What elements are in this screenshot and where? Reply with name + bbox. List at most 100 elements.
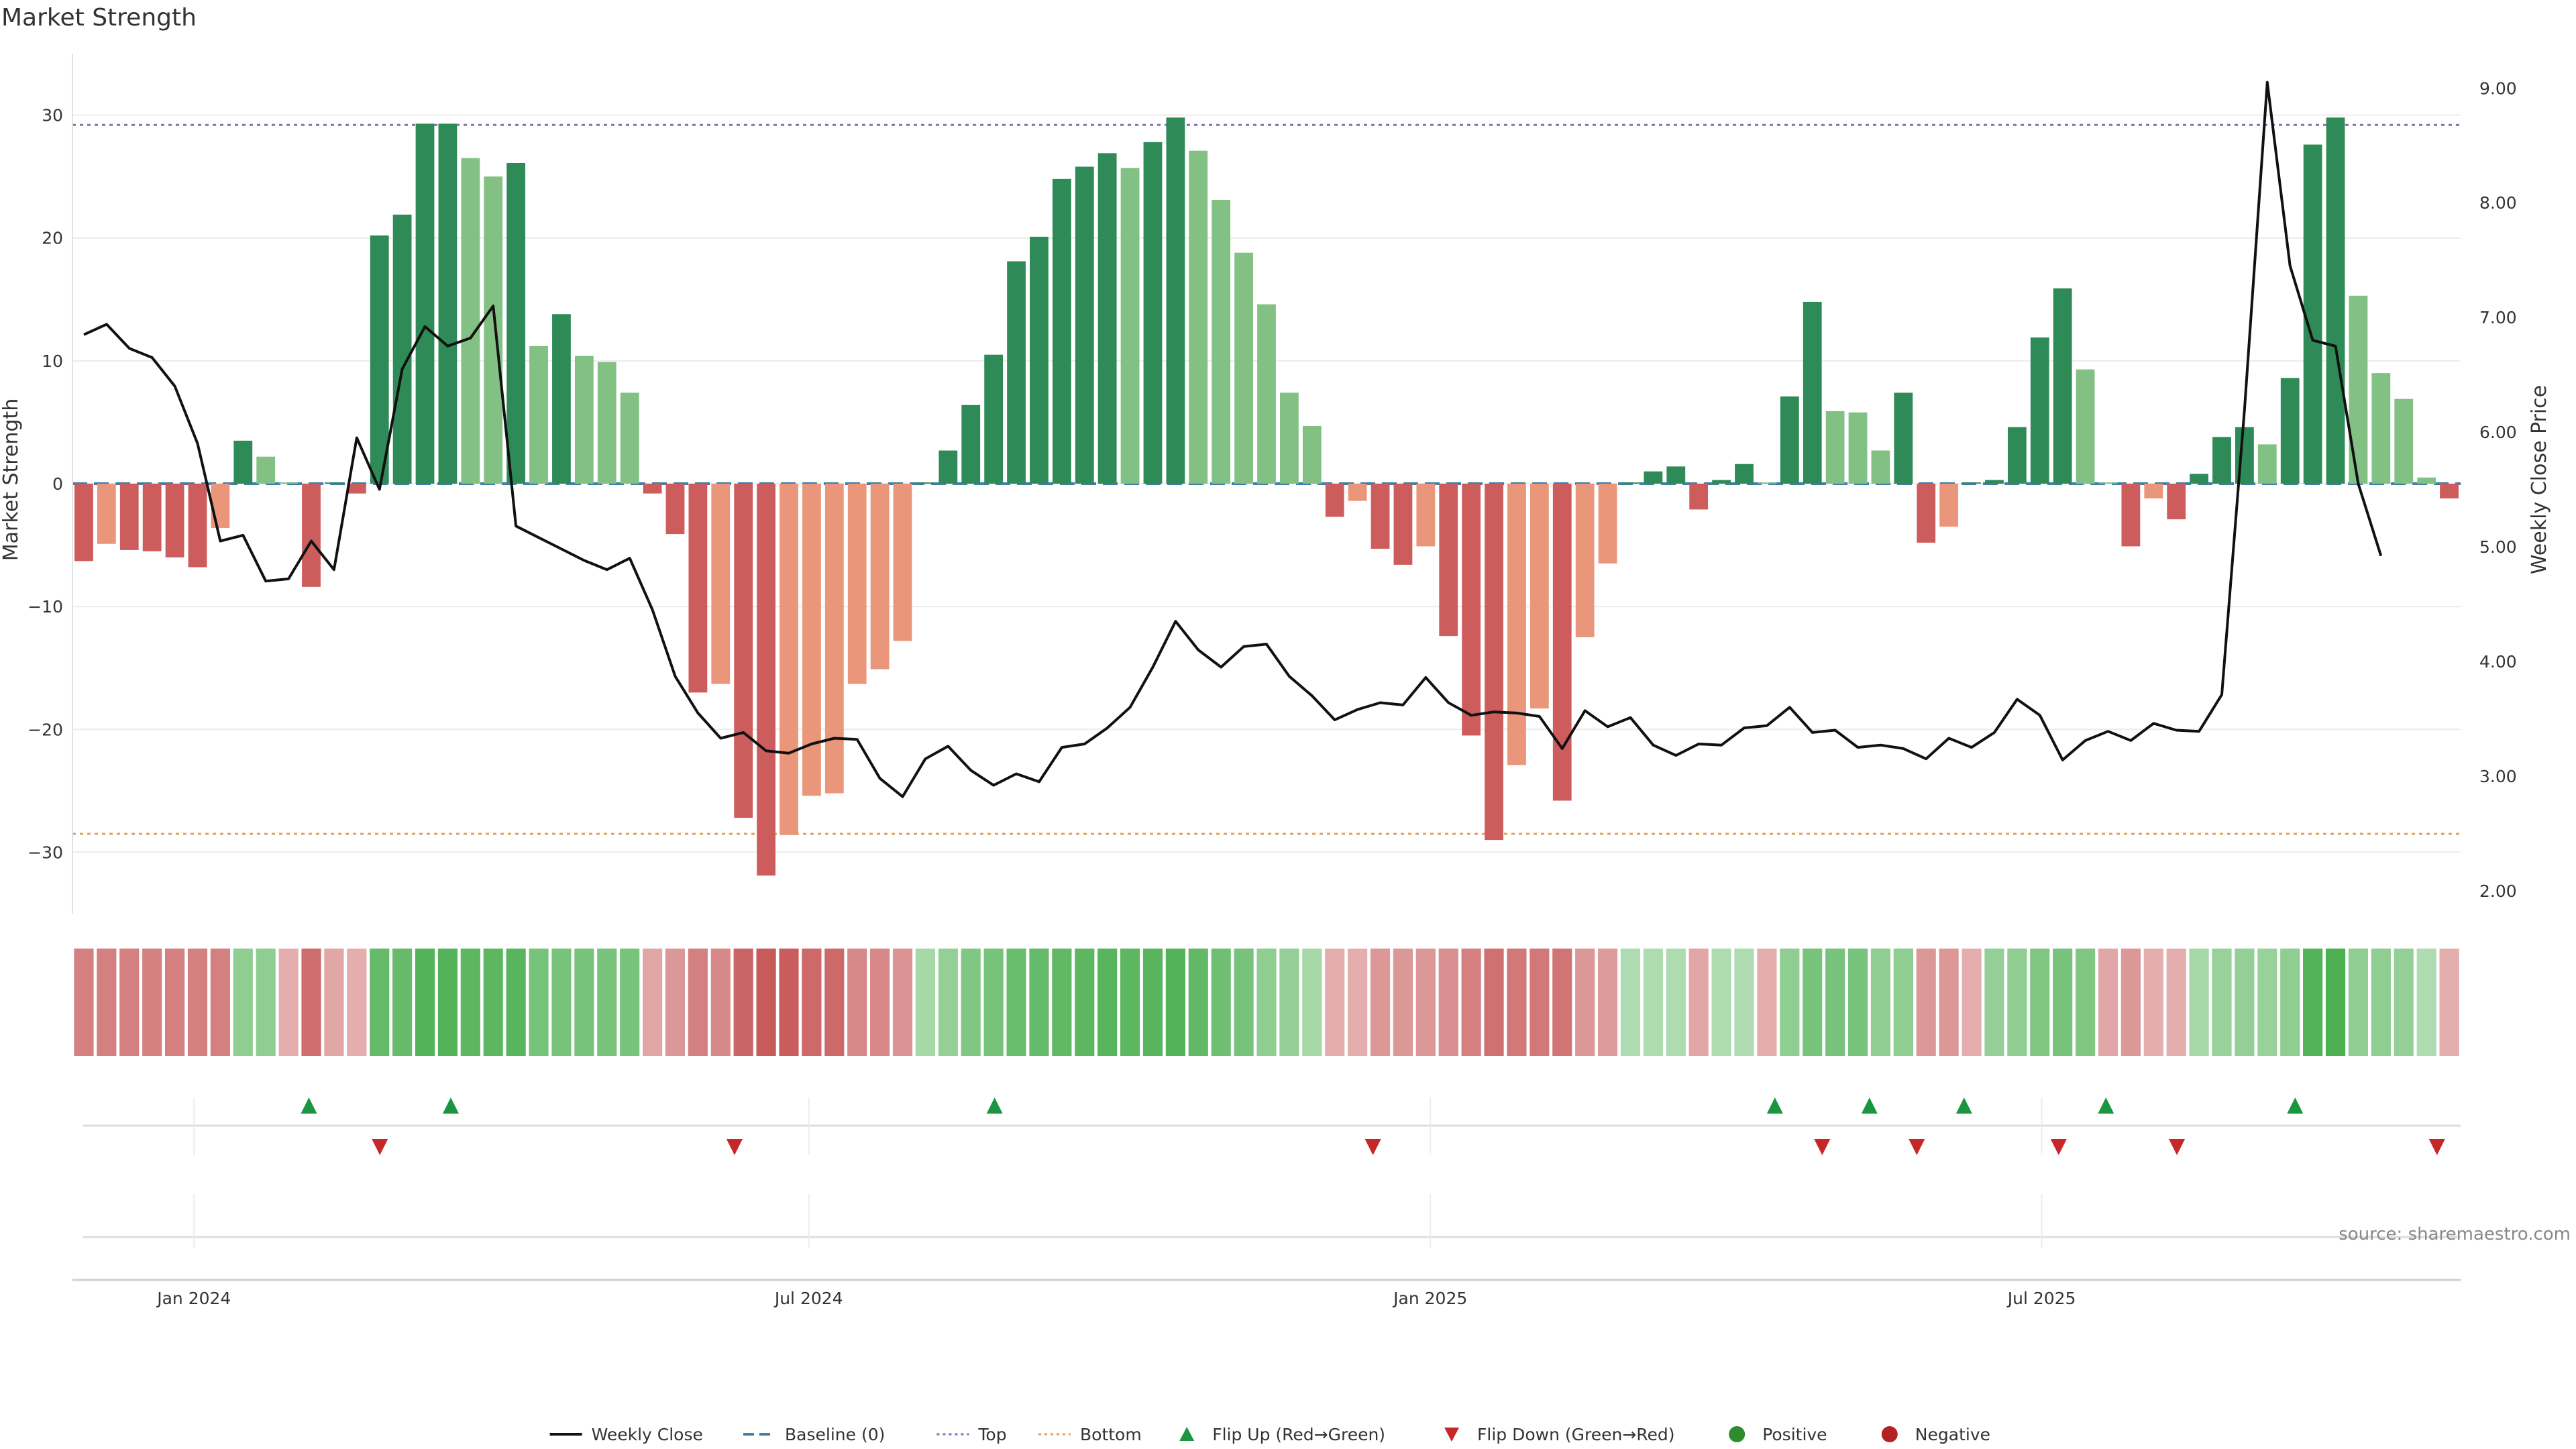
strength-bar — [2303, 144, 2322, 484]
flip-down-marker — [372, 1139, 388, 1155]
flip-up-marker — [1766, 1097, 1783, 1114]
y2-axis-label: Weekly Close Price — [2528, 385, 2551, 574]
heat-cell — [256, 949, 276, 1056]
y2-tick-label: 7.00 — [2479, 308, 2517, 327]
heat-cell — [1984, 949, 2004, 1056]
strength-bar — [916, 482, 935, 484]
heat-cell — [1575, 949, 1595, 1056]
strength-bar — [347, 484, 366, 494]
y-tick-label: 20 — [42, 229, 63, 248]
heat-cell — [1415, 949, 1436, 1056]
strength-bar — [2076, 369, 2095, 484]
strength-bar — [1052, 178, 1071, 484]
legend-label: Flip Down (Green→Red) — [1477, 1425, 1675, 1444]
legend-label: Flip Up (Red→Green) — [1212, 1425, 1385, 1444]
strength-bar — [2212, 437, 2231, 484]
heat-cell — [756, 949, 776, 1056]
heat-cell — [802, 949, 822, 1056]
heat-cell — [460, 949, 480, 1056]
strength-bar — [2053, 288, 2072, 484]
heat-cell — [2212, 949, 2232, 1056]
heat-cell — [1780, 949, 1800, 1056]
strength-bar — [665, 484, 685, 535]
heat-cell — [210, 949, 230, 1056]
y2-tick-label: 5.00 — [2479, 537, 2517, 557]
heat-cell — [529, 949, 549, 1056]
y2-tick-label: 4.00 — [2479, 652, 2517, 672]
heat-cell — [1256, 949, 1277, 1056]
strength-bar — [1712, 480, 1731, 484]
strength-bar — [757, 484, 775, 876]
flip-up-marker — [301, 1097, 317, 1114]
strength-bar — [415, 123, 435, 484]
heat-cell — [1803, 949, 1823, 1056]
strength-bar — [1825, 411, 1845, 484]
strength-bar — [2190, 474, 2208, 484]
strength-bar — [256, 456, 276, 484]
flip-down-marker — [2169, 1139, 2186, 1155]
strength-bar — [824, 484, 844, 794]
strength-bar — [233, 440, 253, 484]
heat-cell — [119, 949, 140, 1056]
flip-down-marker — [2428, 1139, 2445, 1155]
x-tick-label: Jul 2024 — [773, 1289, 843, 1308]
heat-cell — [961, 949, 981, 1056]
strength-bar — [847, 484, 867, 684]
legend-label: Top — [977, 1425, 1006, 1444]
strength-bar — [2121, 484, 2141, 547]
heat-cell — [1165, 949, 1185, 1056]
y2-tick-label: 8.00 — [2479, 193, 2517, 213]
x-tick-label: Jan 2025 — [1392, 1289, 1467, 1308]
strength-bar — [2371, 373, 2391, 484]
source-note: source: sharemaestro.com — [2339, 1224, 2571, 1244]
strength-bar — [1917, 484, 1936, 543]
legend-label: Bottom — [1080, 1425, 1142, 1444]
heat-cell — [2325, 949, 2346, 1056]
strength-bar — [325, 482, 343, 484]
heat-cell — [1597, 949, 1618, 1056]
strength-bar — [1507, 484, 1526, 765]
y-tick-label: −30 — [28, 843, 63, 862]
strength-bar — [1575, 484, 1595, 637]
heat-cell — [2371, 949, 2391, 1056]
heat-cell — [892, 949, 913, 1056]
strength-bar — [2394, 398, 2414, 484]
strength-bar — [938, 450, 958, 484]
legend-item: Negative — [1881, 1425, 1990, 1444]
heat-cell — [2053, 949, 2073, 1056]
heat-cell — [1234, 949, 1254, 1056]
heat-cell — [1302, 949, 1322, 1056]
strength-bar — [1439, 484, 1458, 637]
strength-bar — [1234, 252, 1253, 484]
strength-bar — [597, 362, 616, 484]
heat-cell — [1847, 949, 1868, 1056]
strength-bar — [1189, 150, 1208, 484]
heat-cell — [551, 949, 572, 1056]
flip-down-marker — [726, 1139, 743, 1155]
heat-cell — [437, 949, 458, 1056]
strength-bar — [620, 392, 639, 484]
heat-cell — [301, 949, 321, 1056]
heat-cell — [1211, 949, 1231, 1056]
heat-cell — [665, 949, 686, 1056]
strength-bar — [1120, 168, 1140, 484]
heat-cell — [1461, 949, 1481, 1056]
strength-bar — [1393, 484, 1413, 565]
strength-bar — [302, 484, 321, 587]
heat-cell — [1666, 949, 1686, 1056]
heat-cell — [1757, 949, 1777, 1056]
strength-bar — [893, 484, 912, 641]
legend-label: Negative — [1915, 1425, 1990, 1444]
heat-cell — [2303, 949, 2323, 1056]
y-tick-label: −20 — [28, 720, 63, 739]
heat-cell — [278, 949, 299, 1056]
strength-bar — [2440, 484, 2459, 498]
y-tick-label: 10 — [42, 352, 63, 371]
heat-cell — [1620, 949, 1641, 1056]
strength-bar — [506, 162, 526, 484]
strength-bar — [1985, 480, 2004, 484]
legend-swatch-circle — [1881, 1426, 1898, 1442]
heat-cell — [1870, 949, 1891, 1056]
strength-bar — [1962, 482, 1981, 484]
